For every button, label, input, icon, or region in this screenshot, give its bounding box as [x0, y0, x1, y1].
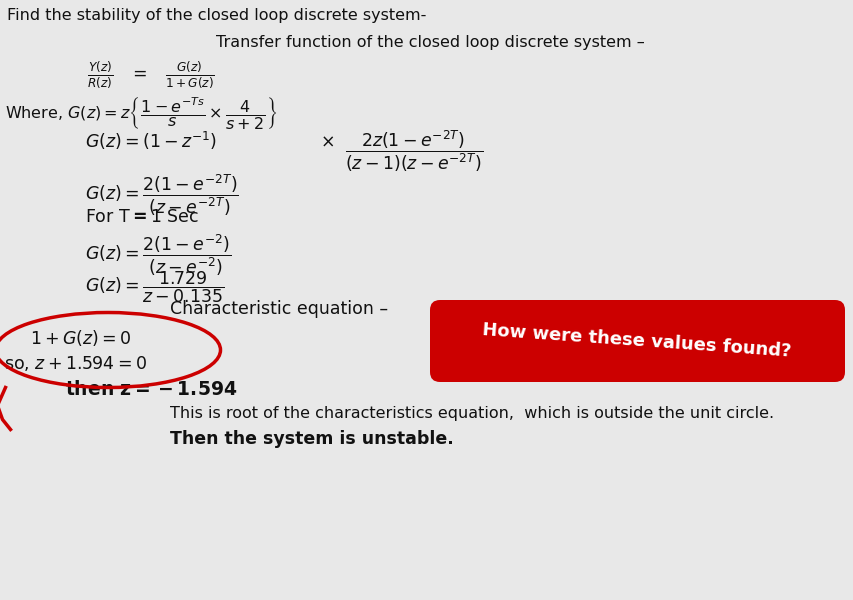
Text: $G(z)=\dfrac{1.729}{z-0.135}$: $G(z)=\dfrac{1.729}{z-0.135}$ — [85, 270, 224, 305]
Text: Characteristic equation –: Characteristic equation – — [170, 300, 387, 318]
Text: $G(z)=\dfrac{2(1-e^{-2T})}{(z-e^{-2T})}$: $G(z)=\dfrac{2(1-e^{-2T})}{(z-e^{-2T})}$ — [85, 172, 239, 218]
Text: then $\mathbf{z=-1.594}$: then $\mathbf{z=-1.594}$ — [65, 380, 237, 399]
Text: $=$: $=$ — [129, 64, 147, 82]
Text: This is root of the characteristics equation,  which is outside the unit circle.: This is root of the characteristics equa… — [170, 406, 773, 421]
Text: $1 + G(z)=0$: $1 + G(z)=0$ — [30, 328, 131, 348]
FancyBboxPatch shape — [430, 300, 844, 382]
Text: Then the system is unstable.: Then the system is unstable. — [170, 430, 453, 448]
Text: so, $z + 1.594=0$: so, $z + 1.594=0$ — [4, 354, 147, 373]
Text: $\times$: $\times$ — [320, 133, 334, 151]
Text: Find the stability of the closed loop discrete system-: Find the stability of the closed loop di… — [7, 8, 426, 23]
Text: $G(z)=\left(1 - z^{-1}\right)$: $G(z)=\left(1 - z^{-1}\right)$ — [85, 130, 217, 152]
Text: $\frac{Y(z)}{R(z)}$: $\frac{Y(z)}{R(z)}$ — [87, 60, 113, 91]
Text: $\frac{G(z)}{1+G(z)}$: $\frac{G(z)}{1+G(z)}$ — [165, 60, 215, 91]
Text: For T$\boldsymbol{=}$1 Sec: For T$\boldsymbol{=}$1 Sec — [85, 208, 199, 226]
Text: $\dfrac{2z(1-e^{-2T})}{(z-1)(z-e^{-2T})}$: $\dfrac{2z(1-e^{-2T})}{(z-1)(z-e^{-2T})}… — [345, 128, 483, 173]
Text: How were these values found?: How were these values found? — [481, 321, 791, 361]
Text: Where, $G(z)=z\left\{\dfrac{1-e^{-Ts}}{s} \times \dfrac{4}{s+2}\right\}$: Where, $G(z)=z\left\{\dfrac{1-e^{-Ts}}{s… — [5, 95, 277, 131]
Text: Transfer function of the closed loop discrete system –: Transfer function of the closed loop dis… — [215, 35, 644, 50]
Text: $G(z)=\dfrac{2(1-e^{-2})}{(z-e^{-2})}$: $G(z)=\dfrac{2(1-e^{-2})}{(z-e^{-2})}$ — [85, 232, 231, 278]
